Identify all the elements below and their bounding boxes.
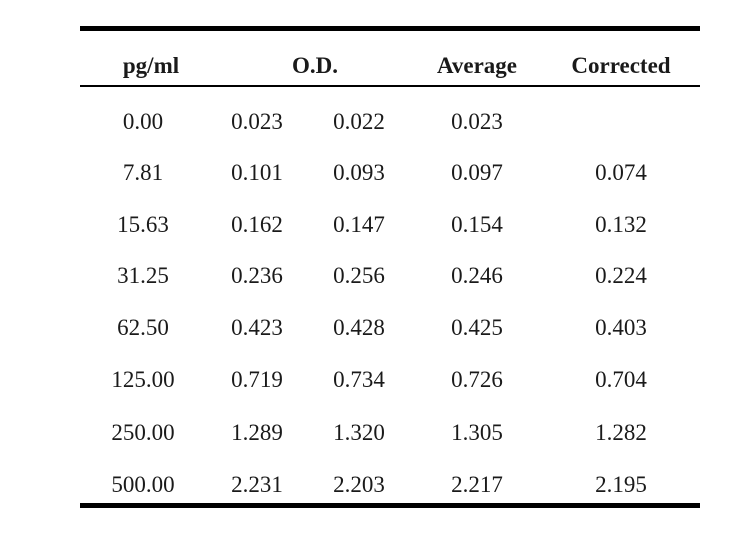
cell-conc: 7.81	[122, 160, 164, 185]
cell-avg: 0.246	[451, 263, 503, 288]
cell-od2: 0.734	[333, 367, 385, 392]
cell-conc: 15.63	[117, 212, 169, 237]
cell-conc: 125.00	[111, 367, 175, 392]
cell-od2: 0.256	[333, 263, 385, 288]
table-top-rule	[80, 26, 700, 31]
cell-avg: 1.305	[451, 420, 503, 445]
cell-od2: 0.022	[333, 109, 385, 134]
cell-corr: 0.132	[595, 212, 647, 237]
cell-avg: 0.726	[451, 367, 503, 392]
cell-avg: 0.154	[451, 212, 503, 237]
cell-od1: 0.236	[231, 263, 283, 288]
cell-avg: 0.023	[451, 109, 503, 134]
header-rule	[80, 85, 700, 87]
header-corrected: Corrected	[571, 53, 671, 78]
cell-od2: 0.147	[333, 212, 385, 237]
cell-conc: 62.50	[117, 315, 169, 340]
cell-od1: 0.101	[231, 160, 283, 185]
cell-avg: 2.217	[451, 472, 503, 497]
cell-od2: 0.428	[333, 315, 385, 340]
cell-od1: 0.162	[231, 212, 283, 237]
cell-avg: 0.097	[451, 160, 503, 185]
cell-avg: 0.425	[451, 315, 503, 340]
table-bottom-rule	[80, 503, 700, 508]
cell-conc: 31.25	[117, 263, 169, 288]
cell-conc: 500.00	[111, 472, 175, 497]
cell-corr: 0.074	[595, 160, 647, 185]
cell-od1: 0.423	[231, 315, 283, 340]
cell-od2: 0.093	[333, 160, 385, 185]
cell-od1: 1.289	[231, 420, 283, 445]
cell-corr: 0.403	[595, 315, 647, 340]
cell-od1: 0.023	[231, 109, 283, 134]
cell-od1: 0.719	[231, 367, 283, 392]
header-od: O.D.	[292, 53, 338, 78]
cell-conc: 250.00	[111, 420, 175, 445]
header-concentration: pg/ml	[122, 53, 180, 78]
cell-corr: 1.282	[595, 420, 647, 445]
cell-od1: 2.231	[231, 472, 283, 497]
cell-od2: 1.320	[333, 420, 385, 445]
header-average: Average	[436, 53, 518, 78]
cell-corr: 0.704	[595, 367, 647, 392]
cell-corr: 2.195	[595, 472, 647, 497]
cell-corr: 0.224	[595, 263, 647, 288]
cell-od2: 2.203	[333, 472, 385, 497]
cell-conc: 0.00	[122, 109, 164, 134]
